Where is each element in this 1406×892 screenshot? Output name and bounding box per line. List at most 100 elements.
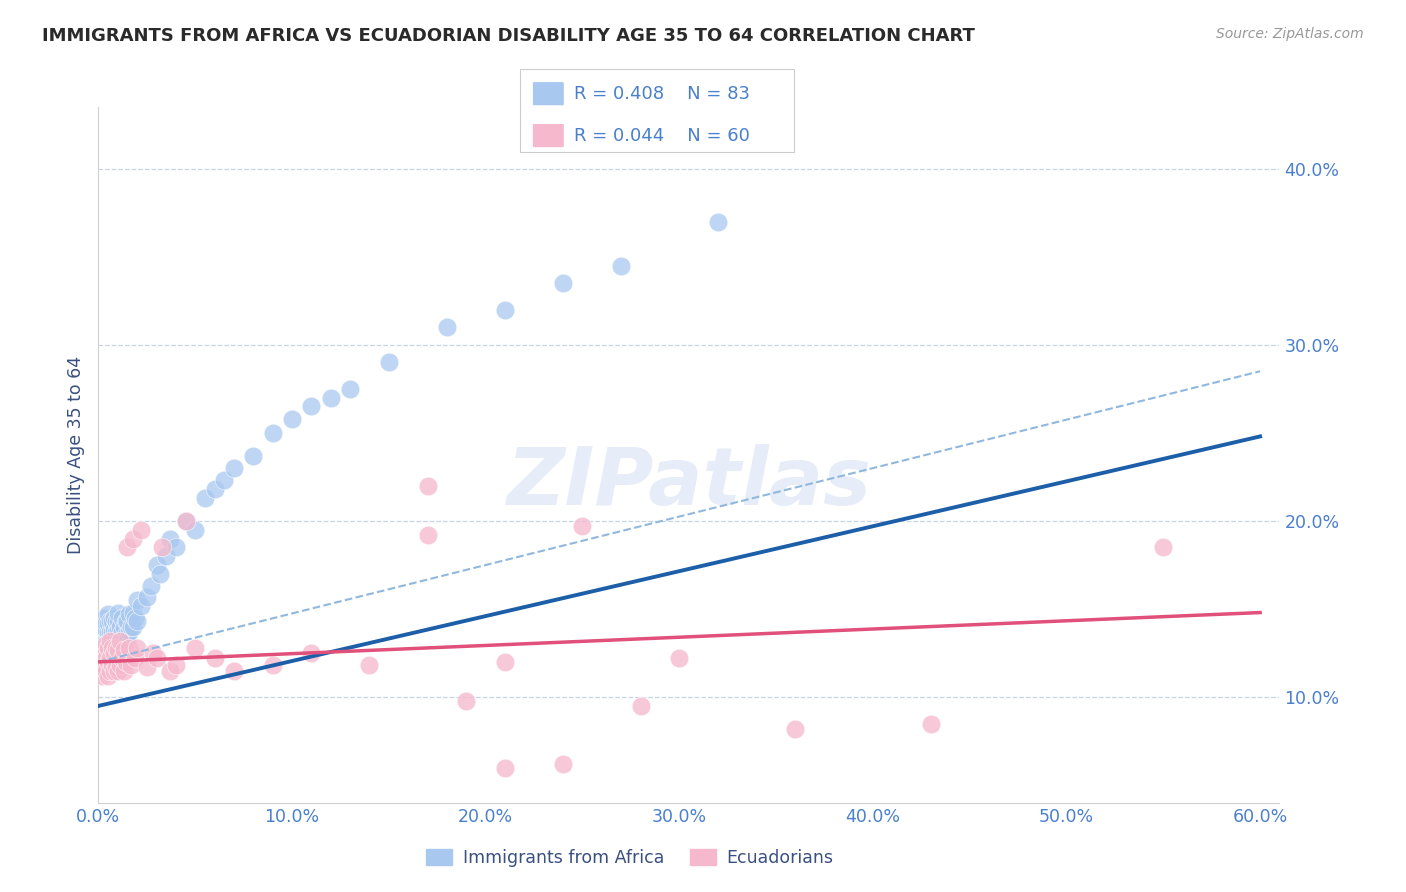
Point: [204, 651, 226, 665]
Point: [785, 722, 807, 736]
Point: [111, 624, 134, 639]
Point: [98, 633, 121, 648]
Point: [91, 646, 114, 660]
Point: [204, 483, 226, 497]
Point: [96, 633, 118, 648]
Point: [108, 632, 131, 646]
Point: [118, 607, 141, 622]
Point: [120, 658, 142, 673]
Point: [107, 623, 129, 637]
Point: [222, 461, 245, 475]
Text: R = 0.408    N = 83: R = 0.408 N = 83: [574, 85, 749, 103]
Point: [117, 632, 139, 646]
Point: [97, 640, 120, 655]
Point: [281, 412, 304, 426]
Point: [103, 646, 125, 660]
Point: [114, 655, 136, 669]
Point: [93, 628, 115, 642]
Point: [104, 615, 127, 629]
Point: [135, 590, 157, 604]
Point: [262, 658, 284, 673]
Point: [91, 669, 114, 683]
Point: [214, 474, 236, 488]
Point: [93, 611, 115, 625]
Point: [97, 669, 120, 683]
Point: [103, 639, 125, 653]
Point: [1152, 541, 1174, 555]
Point: [494, 302, 516, 317]
Point: [114, 628, 136, 642]
Point: [129, 523, 152, 537]
Point: [184, 640, 207, 655]
Point: [107, 642, 129, 657]
Point: [707, 214, 730, 228]
Legend: Immigrants from Africa, Ecuadorians: Immigrants from Africa, Ecuadorians: [419, 842, 841, 874]
Point: [107, 615, 129, 629]
Point: [108, 658, 131, 673]
Point: [93, 637, 115, 651]
Point: [551, 276, 574, 290]
Point: [378, 355, 401, 369]
Point: [194, 491, 217, 505]
Point: [103, 632, 125, 646]
Point: [127, 640, 149, 655]
Point: [98, 644, 121, 658]
Point: [112, 620, 135, 634]
Point: [98, 615, 121, 629]
Point: [571, 519, 593, 533]
Point: [494, 761, 516, 775]
Point: [114, 615, 136, 629]
Point: [98, 651, 121, 665]
Point: [97, 607, 120, 622]
Point: [101, 658, 124, 673]
Point: [222, 664, 245, 678]
Point: [104, 640, 127, 655]
Point: [107, 640, 129, 655]
Point: [93, 642, 115, 657]
Point: [101, 624, 124, 639]
Point: [668, 651, 690, 665]
Point: [117, 541, 139, 555]
Point: [262, 425, 284, 440]
Point: [112, 642, 135, 657]
Point: [165, 658, 187, 673]
Text: R = 0.044    N = 60: R = 0.044 N = 60: [574, 127, 749, 145]
Point: [108, 620, 131, 634]
Point: [101, 640, 124, 655]
Point: [319, 391, 342, 405]
Point: [339, 382, 361, 396]
Point: [149, 566, 172, 581]
Point: [494, 655, 516, 669]
Point: [165, 541, 187, 555]
Point: [610, 259, 633, 273]
Point: [159, 664, 181, 678]
Point: [124, 611, 146, 625]
Point: [118, 640, 141, 655]
Point: [101, 633, 124, 648]
Point: [98, 624, 121, 639]
Point: [89, 660, 111, 674]
Point: [299, 400, 322, 414]
Point: [630, 698, 652, 713]
Text: ZIPatlas: ZIPatlas: [506, 443, 872, 522]
Point: [135, 660, 157, 674]
Point: [97, 646, 120, 660]
Point: [111, 651, 134, 665]
Point: [456, 693, 478, 707]
Point: [91, 623, 114, 637]
Point: [103, 623, 125, 637]
Point: [920, 716, 942, 731]
Point: [416, 479, 439, 493]
Point: [118, 624, 141, 639]
Point: [101, 640, 124, 655]
Point: [117, 615, 139, 629]
Point: [107, 632, 129, 646]
Text: Source: ZipAtlas.com: Source: ZipAtlas.com: [1216, 27, 1364, 41]
Point: [93, 658, 115, 673]
Point: [91, 640, 114, 655]
Point: [112, 664, 135, 678]
Point: [97, 655, 120, 669]
Point: [97, 632, 120, 646]
Point: [174, 514, 197, 528]
Point: [242, 449, 264, 463]
